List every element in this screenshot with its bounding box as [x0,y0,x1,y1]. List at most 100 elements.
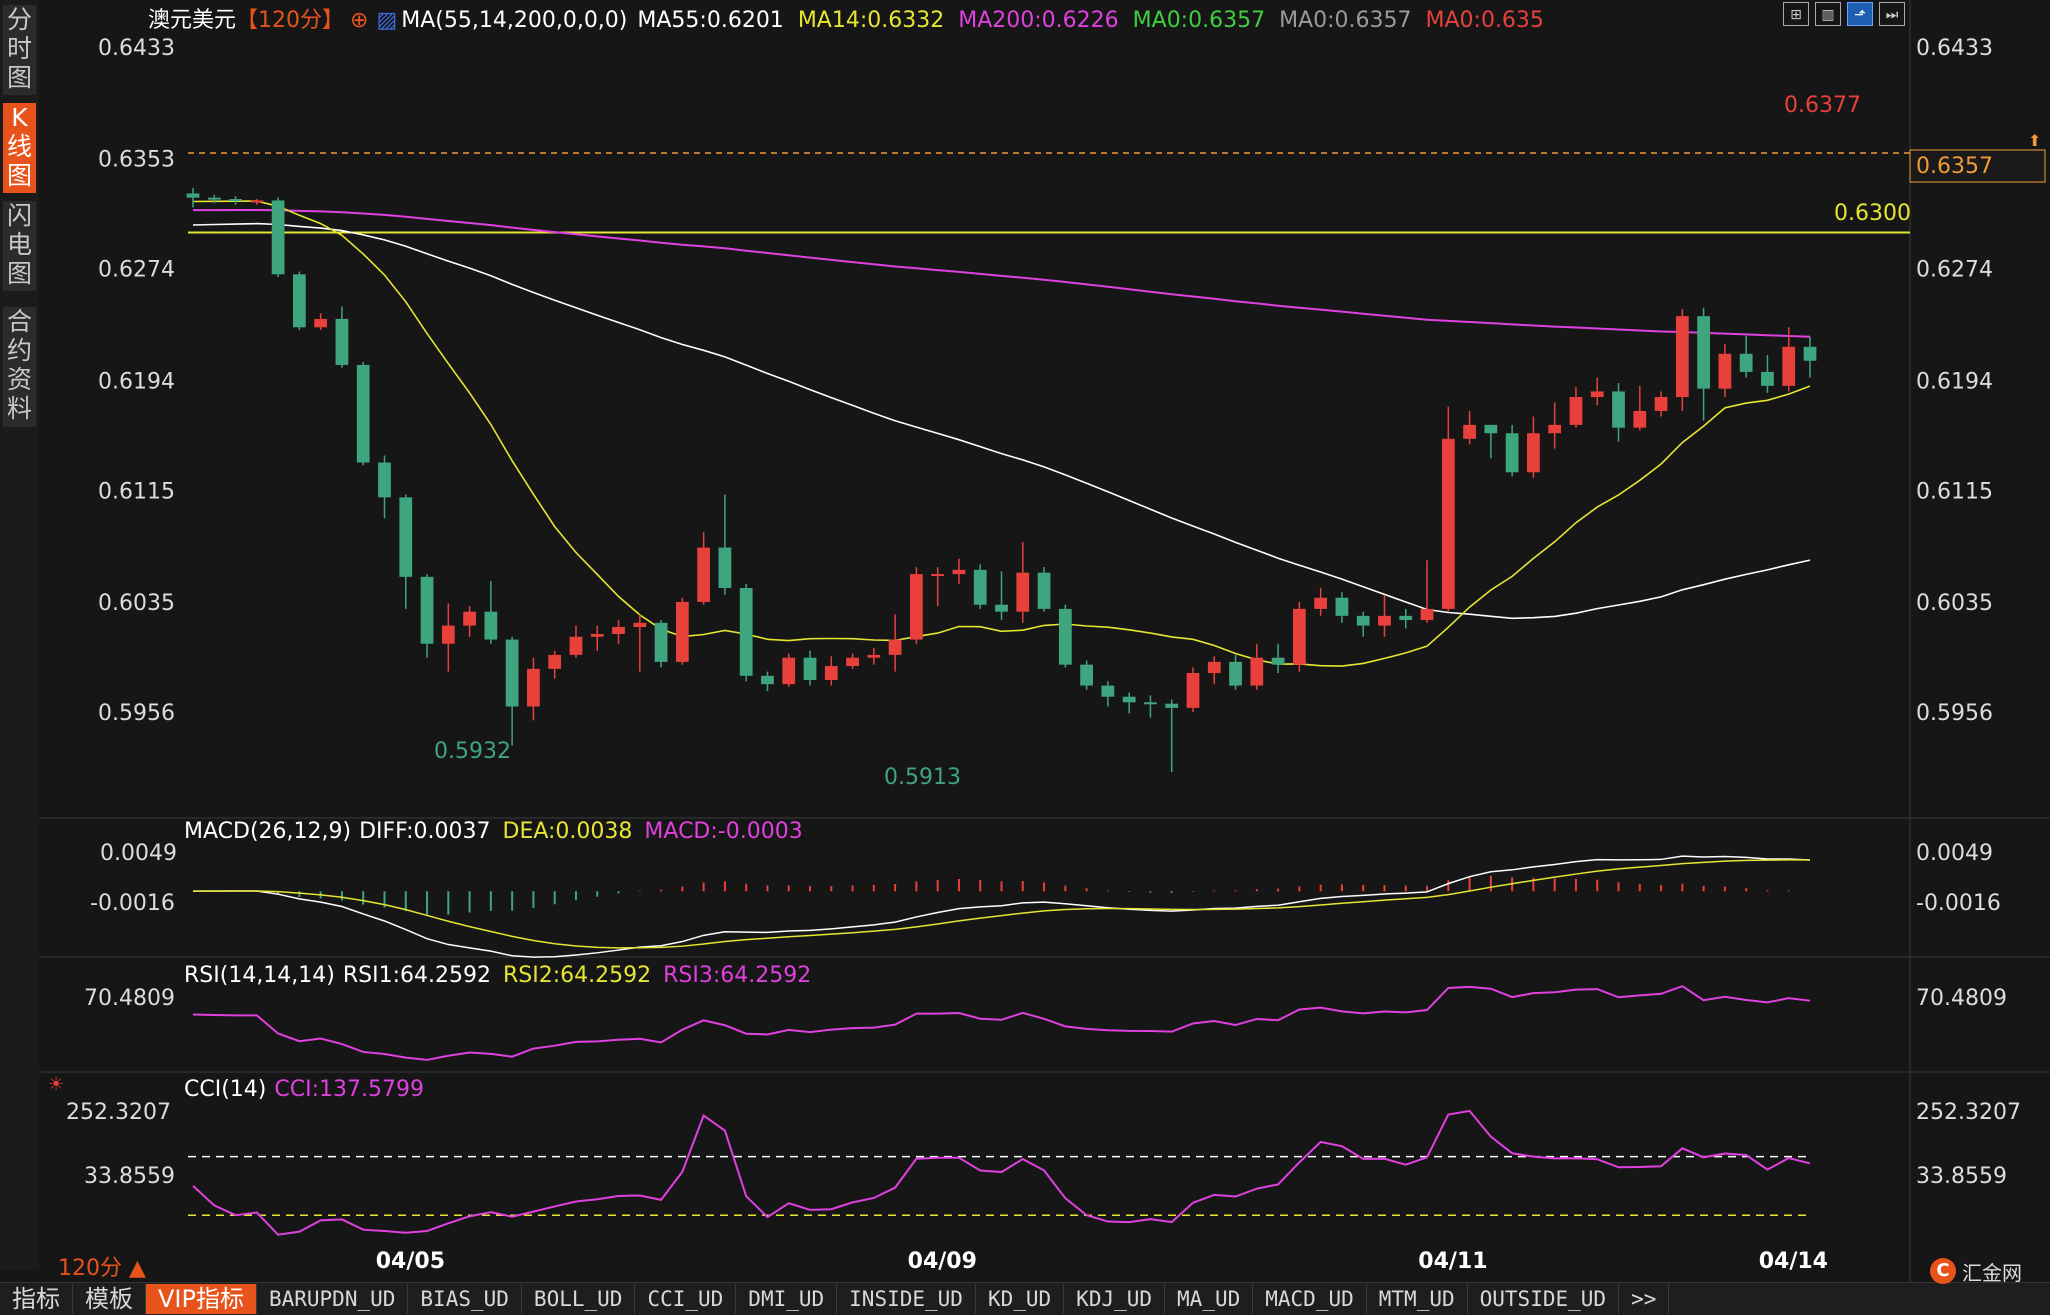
cci-line [192,1109,1811,1236]
macd-dea: DEA:0.0038 [503,819,633,844]
cci-tick-left: 252.3207 [66,1100,171,1125]
candle-body [1803,346,1817,361]
ma-value: MA0:0.6357 [1133,8,1265,33]
candle-body [420,576,434,644]
cci-value: CCI:137.5799 [274,1077,424,1102]
candle-body [505,639,519,707]
indicator-tab[interactable]: BIAS_UD [408,1284,522,1314]
indicator-tab[interactable]: BOLL_UD [522,1284,636,1314]
period-selector[interactable]: 120分 ▲ [58,1256,146,1281]
candle-body [1718,353,1732,389]
ma200-line [193,209,1811,338]
rsi3-value: RSI3:64.2592 [663,963,811,988]
candle-body [1186,673,1200,708]
tab-tick-chart[interactable]: 闪 电 图 [3,201,36,291]
candle-body [1782,346,1796,386]
price-tick-left: 0.6433 [98,36,175,61]
candle-body [1399,615,1413,621]
indicator-panels [188,855,1811,1236]
ma-value: MA0:0.6357 [1279,8,1411,33]
candle-body [846,657,859,667]
indicator-tab[interactable]: 指标 [0,1284,73,1314]
candle-body [1058,608,1072,665]
ma-indicator-name: MA(55,14,200,0,0,0) [401,8,627,33]
candle-body [739,587,753,676]
candlesticks [186,187,1817,772]
candle-body [1569,396,1583,425]
indicator-tab[interactable]: DMI_UD [736,1284,838,1314]
bar-chart-icon[interactable]: ▥ [1815,2,1841,26]
moving-average-lines [192,200,1811,667]
candle-body [995,604,1008,612]
candle-body [1122,696,1136,703]
candle-body [1463,424,1476,439]
grid-icon[interactable]: ⊞ [1783,2,1809,26]
indicator-tab[interactable]: 模板 [73,1284,146,1314]
indicator-tab[interactable]: BARUPDN_UD [257,1284,409,1314]
macd-dea-line [192,859,1811,949]
grid: 0.6433 0.6433 0.6353 0.6274 0.6274 0.6194 0.61… [0,0,2050,1282]
candle-body [1335,597,1349,616]
candle-body [1037,572,1051,609]
settings-sun-icon[interactable]: ☀ [48,1074,64,1095]
indicator-tab[interactable]: INSIDE_UD [837,1284,976,1314]
candle-body [186,193,200,198]
price-tick-left: 0.5956 [98,701,175,726]
symbol-name: 澳元美元 [148,8,236,33]
indicator-tab[interactable]: OUTSIDE_UD [1468,1284,1620,1314]
indicator-tab[interactable]: CCI_UD [635,1284,737,1314]
candle-body [952,569,966,575]
candle-body [824,666,838,680]
indicator-tab[interactable]: KDJ_UD [1064,1284,1166,1314]
period-badge: 【120分】 [236,8,344,33]
indicator-tab[interactable]: MACD_UD [1253,1284,1367,1314]
price-tick-left: 0.6194 [98,369,175,394]
macd-legend: MACD(26,12,9) DIFF:0.0037 DEA:0.0038 MACD:-… [184,819,803,844]
candle-body [292,274,306,328]
low-annotation-left: 0.5932 [434,739,511,764]
tab-kline[interactable]: K 线 图 [3,103,36,193]
candle-body [1527,433,1540,473]
indicator-tab[interactable]: MA_UD [1165,1284,1254,1314]
candle-body [654,622,668,662]
date-tick: 04/14 [1759,1249,1828,1274]
candle-body [1697,316,1711,389]
indicator-switch-icon: ⊕ [350,8,368,33]
candle-body [782,657,796,685]
next-icon[interactable]: ⏭ [1879,2,1905,26]
current-price-label: 0.6357 [1916,154,1993,179]
candle-body [1080,664,1093,686]
logo-icon: C [1930,1258,1956,1284]
rsi-legend: RSI(14,14,14) RSI1:64.2592 RSI2:64.2592 RSI… [184,963,811,988]
candle-body [1548,424,1562,434]
current-price-box [1909,149,2046,183]
macd-value: MACD:-0.0003 [644,819,802,844]
chart-toolbar: ⊞ ▥ ⬏ ⏭ [1783,2,1905,26]
rsi-line [192,985,1811,1061]
tab-contract-info[interactable]: 合 约 资 料 [3,307,36,427]
indicator-tab[interactable]: MTM_UD [1367,1284,1468,1314]
candle-body [1314,597,1328,609]
indicator-tab[interactable]: VIP指标 [146,1284,257,1314]
chart-icon: ▨ [376,8,397,33]
tab-time-sharing[interactable]: 分 时 图 [3,5,36,95]
indicator-tab[interactable]: KD_UD [976,1284,1065,1314]
line-chart-icon[interactable]: ⬏ [1847,2,1873,26]
candle-body [463,611,476,626]
indicator-tab-bar: 指标 模板 VIP指标 BARUPDN_UD BIAS_UD BOLL_UD CCI_UD D… [0,1282,2050,1315]
hline-label: 0.6300 [1834,201,1911,226]
candle-body [803,657,817,680]
price-tick-right: 0.6194 [1916,369,1993,394]
macd-diff-line [192,855,1811,958]
candle-body [1207,661,1221,674]
candle-body [1441,438,1455,609]
ma-value: MA14:0.6332 [798,8,944,33]
candle-body [1505,433,1519,473]
cci-tick-right: 252.3207 [1916,1100,2021,1125]
candle-body [271,200,285,275]
candle-body [612,627,625,634]
macd-tick-left: -0.0016 [90,891,175,916]
indicator-tab[interactable]: >> [1619,1284,1670,1314]
candle-body [1675,316,1689,397]
